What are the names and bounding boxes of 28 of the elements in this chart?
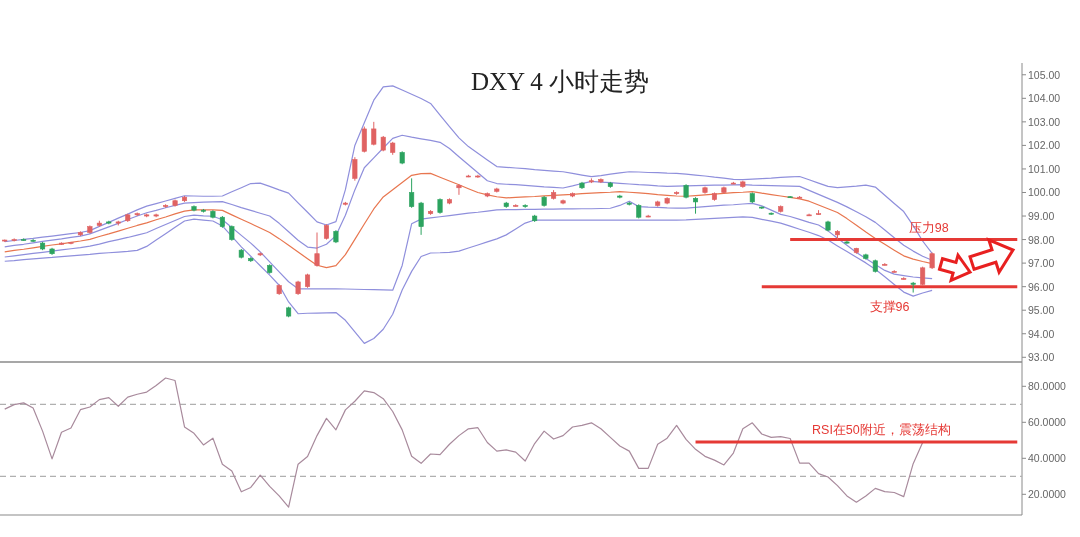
y-tick-label: 97.00 xyxy=(1028,257,1055,270)
y-tick-label: 60.0000 xyxy=(1028,416,1067,429)
line-series xyxy=(4,377,924,508)
candlestick xyxy=(314,232,320,268)
y-tick-label: 95.00 xyxy=(1028,304,1055,317)
y-tick-label: 99.00 xyxy=(1028,210,1055,223)
y-tick-label: 103.00 xyxy=(1028,115,1061,128)
y-tick-label: 93.00 xyxy=(1028,351,1055,364)
candlestick xyxy=(361,126,367,153)
y-tick-label: 100.00 xyxy=(1028,186,1061,199)
y-tick-label: 102.00 xyxy=(1028,139,1061,152)
chart-title: DXY 4 小时走势 xyxy=(470,68,650,95)
y-tick-label: 101.00 xyxy=(1028,162,1061,175)
y-tick-label: 98.00 xyxy=(1028,233,1055,246)
candlestick xyxy=(456,183,462,196)
y-tick-label: 40.0000 xyxy=(1028,452,1067,465)
y-tick-label: 104.00 xyxy=(1028,92,1061,105)
series-label: 压力98 xyxy=(908,220,949,235)
series-label: 支撑96 xyxy=(869,299,910,314)
candlestick xyxy=(418,201,424,236)
y-tick-label: 80.0000 xyxy=(1028,380,1067,393)
y-tick-label: 105.00 xyxy=(1028,68,1061,81)
series-label: RSI在50附近，震荡结构 xyxy=(812,423,951,438)
candlestick xyxy=(409,177,415,209)
y-tick-label: 20.0000 xyxy=(1028,488,1067,501)
candlestick xyxy=(352,156,358,182)
y-tick-label: 96.00 xyxy=(1028,280,1055,293)
y-tick-label: 94.00 xyxy=(1028,327,1055,340)
